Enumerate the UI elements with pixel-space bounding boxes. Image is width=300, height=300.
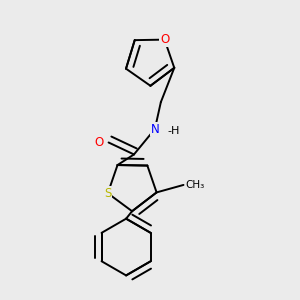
Text: S: S <box>104 187 112 200</box>
Text: -H: -H <box>168 125 180 136</box>
Text: O: O <box>160 33 169 46</box>
Text: O: O <box>95 136 104 149</box>
Text: N: N <box>151 123 159 136</box>
Text: CH₃: CH₃ <box>185 180 204 190</box>
